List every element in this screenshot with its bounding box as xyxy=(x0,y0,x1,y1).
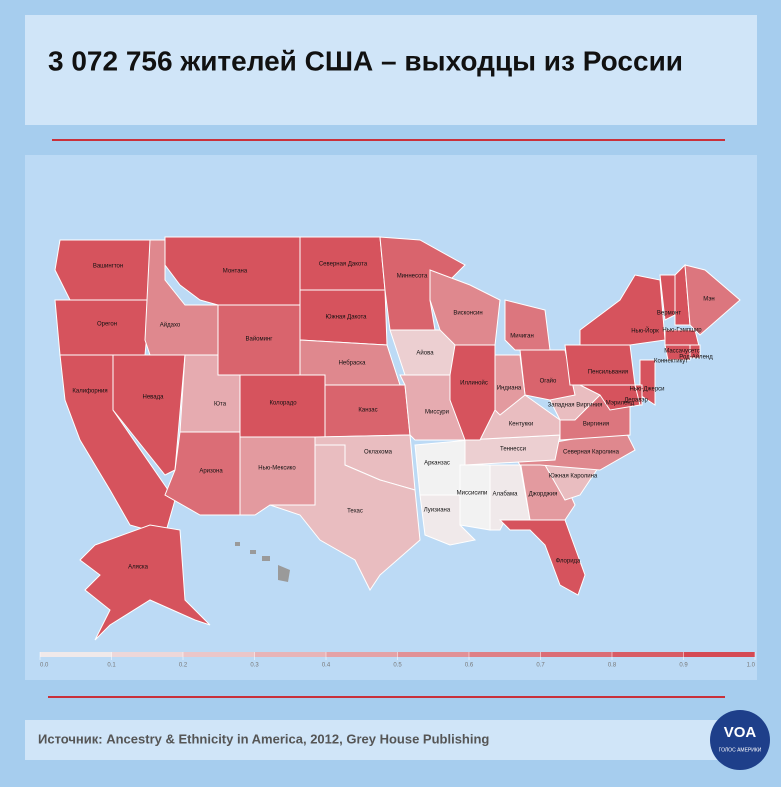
state-label: Джорджия xyxy=(529,492,558,498)
state-label: Айова xyxy=(416,350,434,357)
legend-label: 0.1 xyxy=(107,663,116,669)
hawaii xyxy=(235,542,290,582)
legend-label: 0.6 xyxy=(465,663,474,669)
state xyxy=(579,384,641,411)
state-label: Аляска xyxy=(128,565,149,571)
state xyxy=(498,519,586,596)
state-label: Миссури xyxy=(425,410,449,416)
state-label: Флорида xyxy=(556,559,581,565)
state-label: Алабама xyxy=(493,492,519,498)
legend-label: 0.3 xyxy=(250,663,259,669)
state-label: Нью-Джерси xyxy=(629,387,664,393)
legend-swatch xyxy=(540,652,612,657)
state-label: Невада xyxy=(143,395,165,401)
state xyxy=(664,344,691,361)
state-label: Колорадо xyxy=(269,401,297,407)
legend-label: 0.2 xyxy=(179,663,188,669)
state-label: Нью-Мексико xyxy=(258,466,296,472)
legend-label: 1.0 xyxy=(747,663,756,669)
legend-label: 0.8 xyxy=(608,663,617,669)
state xyxy=(429,269,501,346)
state-label: Северная Каролина xyxy=(563,450,620,456)
state-label: Канзас xyxy=(358,408,377,414)
state-label: Иллинойс xyxy=(460,380,488,387)
state-label: Луизиана xyxy=(424,508,451,514)
logo xyxy=(710,710,770,770)
state xyxy=(579,274,666,346)
state-label: Вайоминг xyxy=(245,336,273,343)
state-label: Южная Дакота xyxy=(326,315,368,321)
state-label: Миннесота xyxy=(397,274,428,280)
state-label: Южная Каролина xyxy=(549,474,598,480)
state-label: Вермонт xyxy=(657,311,681,317)
state xyxy=(459,464,491,531)
state-label: Пенсильвания xyxy=(588,370,628,376)
legend-swatch xyxy=(254,652,326,657)
state xyxy=(564,344,636,386)
legend-swatch xyxy=(326,652,398,657)
state-label: Орегон xyxy=(97,322,117,328)
state xyxy=(269,444,421,591)
state-label: Небраска xyxy=(339,361,366,367)
legend: 0.0 0.1 0.2 0.3 0.4 0.5 0.6 0.7 0.8 0.9 1.0 xyxy=(39,652,756,669)
legend-swatch xyxy=(612,652,684,657)
title: 3 072 756 жителей США – выходцы из Росси… xyxy=(48,45,683,76)
state xyxy=(164,431,241,516)
state-label: Теннесси xyxy=(500,447,526,453)
logo-subtitle: ГОЛОС АМЕРИКИ xyxy=(719,747,762,753)
state-label: Огайо xyxy=(540,378,557,385)
footer-box xyxy=(25,720,757,760)
legend-label: 0.9 xyxy=(679,663,688,669)
state-label: Род-Айленд xyxy=(679,354,713,361)
state-label: Аризона xyxy=(199,469,223,475)
state-label: Юта xyxy=(214,402,227,408)
header-box xyxy=(25,15,757,125)
state xyxy=(379,236,466,331)
state-label: Миссисипи xyxy=(457,491,488,497)
state-label: Мэриленд xyxy=(606,401,635,407)
state-label: Калифорния xyxy=(72,389,107,395)
state-label: Мэн xyxy=(703,297,714,303)
state xyxy=(79,524,211,641)
state-label: Коннектикут xyxy=(654,359,688,365)
state xyxy=(449,344,496,441)
state-label: Монтана xyxy=(223,269,248,275)
state xyxy=(684,264,741,336)
state-label: Северная Дакота xyxy=(319,262,368,268)
legend-label: 0.0 xyxy=(40,663,49,669)
state-label: Западная Виргиния xyxy=(548,403,603,409)
state-label: Айдахо xyxy=(160,322,181,329)
legend-label: 0.7 xyxy=(536,663,545,669)
legend-swatch xyxy=(397,652,469,657)
legend-swatch xyxy=(183,652,255,657)
state xyxy=(54,239,151,301)
state xyxy=(639,359,656,406)
state-label: Индиана xyxy=(497,386,522,392)
state-label: Делавэр xyxy=(624,398,648,404)
legend-swatch xyxy=(469,652,541,657)
state-label: Кентукки xyxy=(509,422,534,428)
legend-swatch xyxy=(40,652,112,657)
state-label: Виргиния xyxy=(583,422,609,428)
state xyxy=(504,299,551,351)
state-label: Висконсин xyxy=(453,311,482,317)
state-label: Массачусетс xyxy=(664,349,699,355)
state-label: Арканзас xyxy=(424,461,450,467)
state-label: Вашингтон xyxy=(93,264,123,270)
state-label: Мичиган xyxy=(510,334,534,340)
logo-text: VOA xyxy=(724,724,757,741)
legend-label: 0.5 xyxy=(393,663,402,669)
state-label: Техас xyxy=(347,509,363,515)
legend-label: 0.4 xyxy=(322,663,331,669)
state-label: Нью-Гэмпшир xyxy=(662,328,702,334)
source: Источник: Ancestry & Ethnicity in Americ… xyxy=(38,731,489,746)
state xyxy=(239,436,316,516)
states: Вашингтон Орегон Калифорния Невада Айдахо Мон… xyxy=(54,236,741,641)
state-label: Оклахома xyxy=(364,450,393,456)
legend-swatch xyxy=(111,652,183,657)
legend-swatch xyxy=(683,652,755,657)
state-label: Нью-Йорк xyxy=(631,327,659,335)
